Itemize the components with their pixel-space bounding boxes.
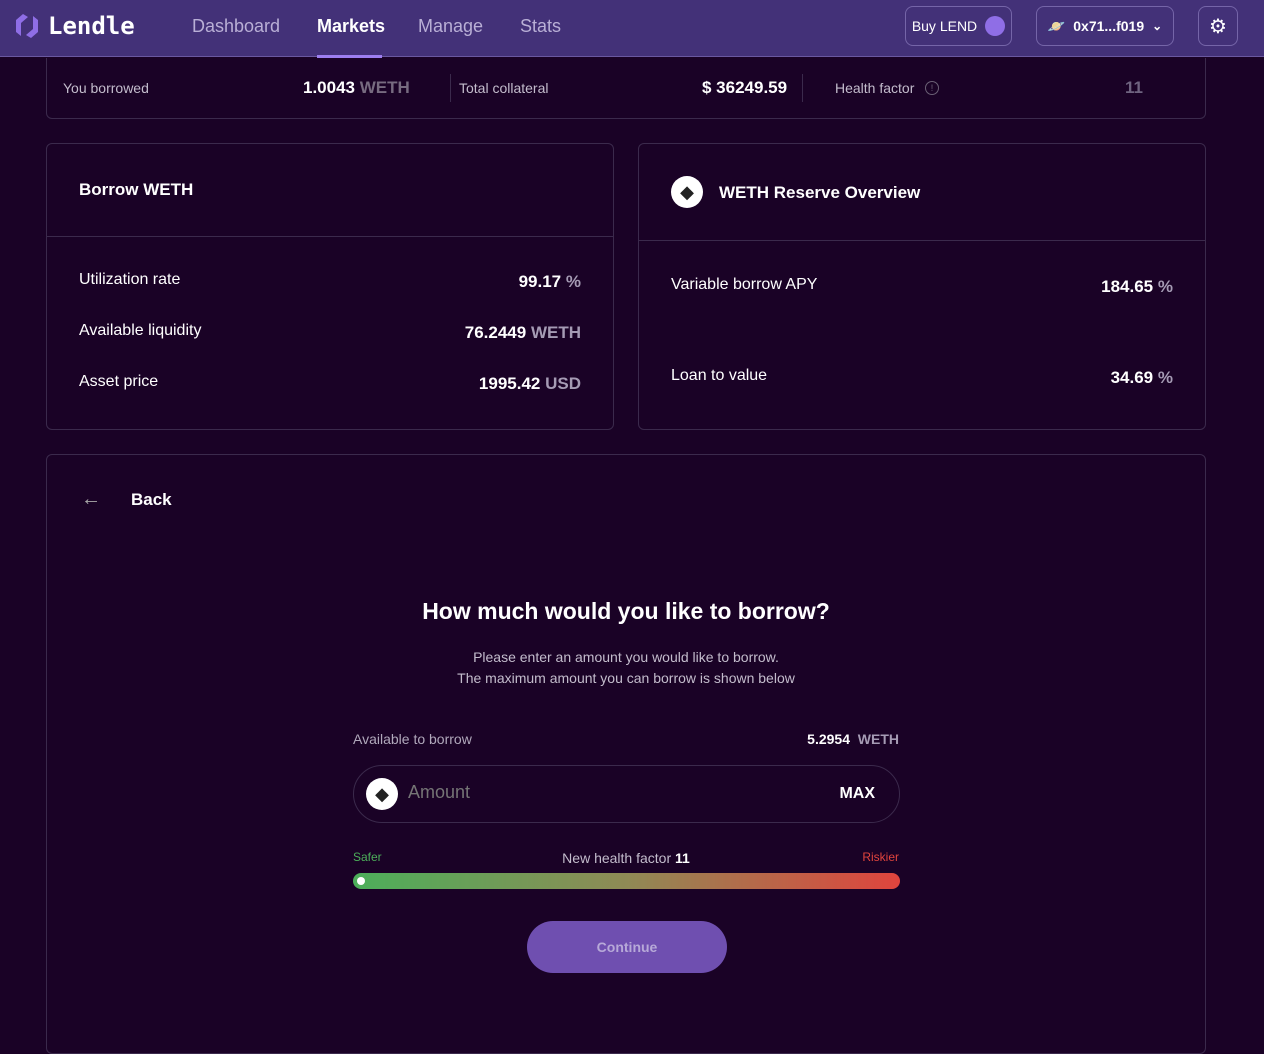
arrow-left-icon: ←	[81, 488, 101, 510]
amount-field[interactable]: ◆ MAX	[353, 765, 900, 823]
settings-button[interactable]: ⚙	[1198, 6, 1238, 46]
liquidity-label: Available liquidity	[79, 322, 202, 339]
form-description-1: Please enter an amount you would like to…	[473, 649, 779, 665]
lend-token-icon	[985, 16, 1006, 36]
nav-dashboard[interactable]: Dashboard	[192, 16, 281, 36]
nav-stats[interactable]: Stats	[520, 16, 562, 36]
nav-manage[interactable]: Manage	[418, 16, 484, 36]
liquidity-value: 76.2449 WETH	[464, 323, 581, 342]
eth-icon: ◆	[366, 778, 398, 810]
wallet-button[interactable]: 🪐 0x71...f019 ⌄	[1036, 6, 1174, 46]
health-risk-bar	[353, 873, 900, 889]
nav-markets[interactable]: Markets	[317, 16, 386, 36]
chevron-down-icon: ⌄	[1152, 19, 1163, 33]
collateral-label: Total collateral	[459, 80, 549, 96]
brand-name: Lendle	[48, 12, 135, 40]
riskier-label: Riskier	[862, 850, 899, 864]
info-icon[interactable]: !	[925, 81, 939, 95]
back-label: Back	[131, 489, 172, 509]
health-factor-label: Health factor	[835, 80, 915, 96]
gear-icon: ⚙	[1209, 15, 1227, 38]
utilization-label: Utilization rate	[79, 271, 181, 288]
ltv-label: Loan to value	[671, 367, 768, 384]
reserve-card-title: WETH Reserve Overview	[719, 183, 921, 202]
health-factor-value: 11	[1125, 78, 1143, 97]
available-value: 5.2954 WETH	[807, 731, 899, 747]
reserve-card: ◆ WETH Reserve Overview Variable borrow …	[638, 143, 1206, 430]
borrowed-value: 1.0043 WETH	[303, 78, 410, 97]
ltv-value: 34.69 %	[1110, 368, 1173, 387]
wallet-address: 0x71...f019	[1073, 18, 1145, 34]
new-health-factor: New health factor 11	[562, 850, 690, 866]
asset-price-value: 1995.42 USD	[478, 374, 581, 393]
risk-indicator	[357, 877, 365, 885]
borrow-apy-label: Variable borrow APY	[671, 276, 818, 293]
lendle-logo-icon	[16, 14, 38, 38]
borrow-card-title: Borrow WETH	[79, 180, 194, 199]
form-description-2: The maximum amount you can borrow is sho…	[457, 670, 795, 686]
borrow-form-card: ← Back How much would you like to borrow…	[46, 454, 1206, 1054]
back-button[interactable]: ← Back	[81, 488, 172, 511]
amount-input[interactable]	[408, 782, 788, 803]
borrow-apy-value: 184.65 %	[1101, 277, 1173, 296]
asset-price-label: Asset price	[79, 373, 159, 390]
available-label: Available to borrow	[353, 731, 472, 747]
logo[interactable]: Lendle	[14, 12, 135, 40]
safer-label: Safer	[353, 850, 382, 864]
form-heading: How much would you like to borrow?	[422, 598, 830, 624]
active-tab-indicator	[317, 55, 382, 58]
buy-lend-button[interactable]: Buy LEND	[905, 6, 1012, 46]
borrowed-label: You borrowed	[63, 80, 149, 96]
top-nav: Lendle Dashboard Markets Manage Stats Bu…	[0, 0, 1264, 58]
max-button[interactable]: MAX	[839, 785, 875, 802]
utilization-value: 99.17 %	[518, 272, 581, 291]
planet-avatar-icon: 🪐	[1047, 17, 1066, 34]
buy-lend-label: Buy LEND	[911, 18, 978, 34]
borrow-card: Borrow WETH Utilization rate 99.17 % Ava…	[46, 143, 614, 430]
collateral-value: $ 36249.59	[702, 78, 788, 97]
continue-button[interactable]: Continue	[527, 921, 727, 973]
summary-bar: You borrowed 1.0043 WETH Total collatera…	[46, 58, 1206, 119]
eth-icon: ◆	[671, 176, 703, 208]
